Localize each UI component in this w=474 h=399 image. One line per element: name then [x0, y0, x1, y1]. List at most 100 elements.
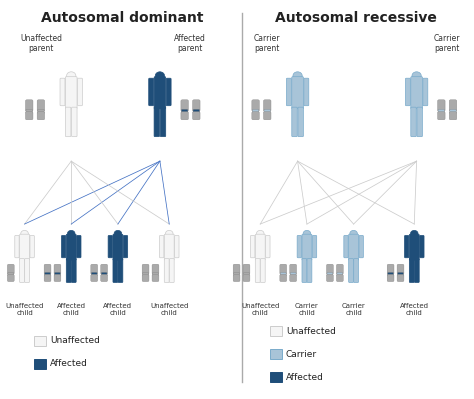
- FancyBboxPatch shape: [233, 275, 240, 282]
- FancyBboxPatch shape: [264, 112, 271, 120]
- Circle shape: [410, 230, 418, 237]
- FancyBboxPatch shape: [152, 264, 159, 275]
- FancyBboxPatch shape: [354, 259, 358, 282]
- FancyBboxPatch shape: [54, 264, 61, 275]
- FancyBboxPatch shape: [44, 264, 51, 275]
- FancyBboxPatch shape: [91, 273, 97, 277]
- Text: Affected
child: Affected child: [57, 303, 86, 316]
- Text: Unaffected: Unaffected: [50, 336, 100, 346]
- Circle shape: [67, 230, 75, 237]
- Bar: [270, 326, 282, 336]
- FancyBboxPatch shape: [143, 273, 148, 277]
- FancyBboxPatch shape: [337, 275, 343, 282]
- FancyBboxPatch shape: [113, 259, 118, 282]
- FancyBboxPatch shape: [65, 77, 77, 109]
- FancyBboxPatch shape: [264, 109, 271, 114]
- FancyBboxPatch shape: [410, 259, 414, 282]
- FancyBboxPatch shape: [450, 109, 456, 114]
- FancyBboxPatch shape: [280, 275, 287, 282]
- Circle shape: [256, 230, 264, 237]
- FancyBboxPatch shape: [244, 273, 249, 277]
- FancyBboxPatch shape: [123, 235, 128, 258]
- FancyBboxPatch shape: [30, 235, 34, 258]
- FancyBboxPatch shape: [234, 273, 239, 277]
- FancyBboxPatch shape: [164, 259, 169, 282]
- FancyBboxPatch shape: [160, 107, 166, 137]
- FancyBboxPatch shape: [255, 259, 260, 282]
- FancyBboxPatch shape: [411, 107, 416, 137]
- FancyBboxPatch shape: [37, 109, 44, 114]
- FancyBboxPatch shape: [255, 234, 265, 260]
- FancyBboxPatch shape: [26, 109, 33, 114]
- FancyBboxPatch shape: [101, 273, 107, 277]
- FancyBboxPatch shape: [181, 112, 188, 120]
- FancyBboxPatch shape: [101, 275, 108, 282]
- Bar: [270, 372, 282, 382]
- FancyBboxPatch shape: [65, 107, 71, 137]
- FancyBboxPatch shape: [108, 235, 112, 258]
- FancyBboxPatch shape: [152, 275, 159, 282]
- Circle shape: [67, 72, 76, 80]
- FancyBboxPatch shape: [438, 100, 445, 111]
- FancyBboxPatch shape: [417, 107, 422, 137]
- FancyBboxPatch shape: [398, 273, 403, 277]
- FancyBboxPatch shape: [0, 264, 4, 275]
- FancyBboxPatch shape: [159, 235, 164, 258]
- Text: Affected
child: Affected child: [103, 303, 132, 316]
- FancyBboxPatch shape: [397, 264, 404, 275]
- FancyBboxPatch shape: [193, 109, 200, 114]
- Circle shape: [21, 230, 28, 237]
- FancyBboxPatch shape: [164, 234, 174, 260]
- FancyBboxPatch shape: [149, 78, 154, 106]
- Text: Carrier
parent: Carrier parent: [434, 34, 460, 53]
- FancyBboxPatch shape: [233, 264, 240, 275]
- FancyBboxPatch shape: [154, 77, 166, 109]
- FancyBboxPatch shape: [414, 259, 419, 282]
- FancyBboxPatch shape: [304, 78, 309, 106]
- FancyBboxPatch shape: [8, 273, 14, 277]
- FancyBboxPatch shape: [118, 259, 123, 282]
- FancyBboxPatch shape: [66, 234, 76, 260]
- FancyBboxPatch shape: [243, 275, 250, 282]
- FancyBboxPatch shape: [302, 234, 312, 260]
- FancyBboxPatch shape: [252, 100, 259, 111]
- FancyBboxPatch shape: [280, 264, 287, 275]
- FancyBboxPatch shape: [297, 235, 301, 258]
- FancyBboxPatch shape: [78, 78, 82, 106]
- Text: Autosomal dominant: Autosomal dominant: [41, 11, 204, 25]
- FancyBboxPatch shape: [113, 234, 123, 260]
- Circle shape: [303, 230, 311, 237]
- FancyBboxPatch shape: [19, 259, 25, 282]
- FancyBboxPatch shape: [423, 78, 428, 106]
- FancyBboxPatch shape: [290, 275, 297, 282]
- FancyBboxPatch shape: [449, 112, 457, 120]
- Bar: [270, 349, 282, 359]
- FancyBboxPatch shape: [250, 235, 255, 258]
- FancyBboxPatch shape: [344, 235, 348, 258]
- Text: Carrier
child: Carrier child: [342, 303, 365, 316]
- FancyBboxPatch shape: [55, 273, 60, 277]
- FancyBboxPatch shape: [265, 235, 270, 258]
- FancyBboxPatch shape: [101, 264, 108, 275]
- FancyBboxPatch shape: [169, 259, 174, 282]
- Bar: [34, 359, 46, 369]
- Bar: [34, 336, 46, 346]
- FancyBboxPatch shape: [153, 273, 158, 277]
- FancyBboxPatch shape: [327, 273, 333, 277]
- FancyBboxPatch shape: [419, 235, 424, 258]
- Text: Carrier
child: Carrier child: [295, 303, 319, 316]
- FancyBboxPatch shape: [302, 259, 307, 282]
- Text: Unaffected
child: Unaffected child: [5, 303, 44, 316]
- FancyBboxPatch shape: [91, 275, 98, 282]
- FancyBboxPatch shape: [72, 259, 76, 282]
- FancyBboxPatch shape: [66, 259, 71, 282]
- FancyBboxPatch shape: [8, 275, 14, 282]
- FancyBboxPatch shape: [252, 109, 259, 114]
- FancyBboxPatch shape: [142, 275, 149, 282]
- FancyBboxPatch shape: [154, 107, 160, 137]
- FancyBboxPatch shape: [37, 112, 45, 120]
- Circle shape: [350, 230, 357, 237]
- FancyBboxPatch shape: [44, 275, 51, 282]
- FancyBboxPatch shape: [37, 100, 45, 111]
- FancyBboxPatch shape: [62, 235, 66, 258]
